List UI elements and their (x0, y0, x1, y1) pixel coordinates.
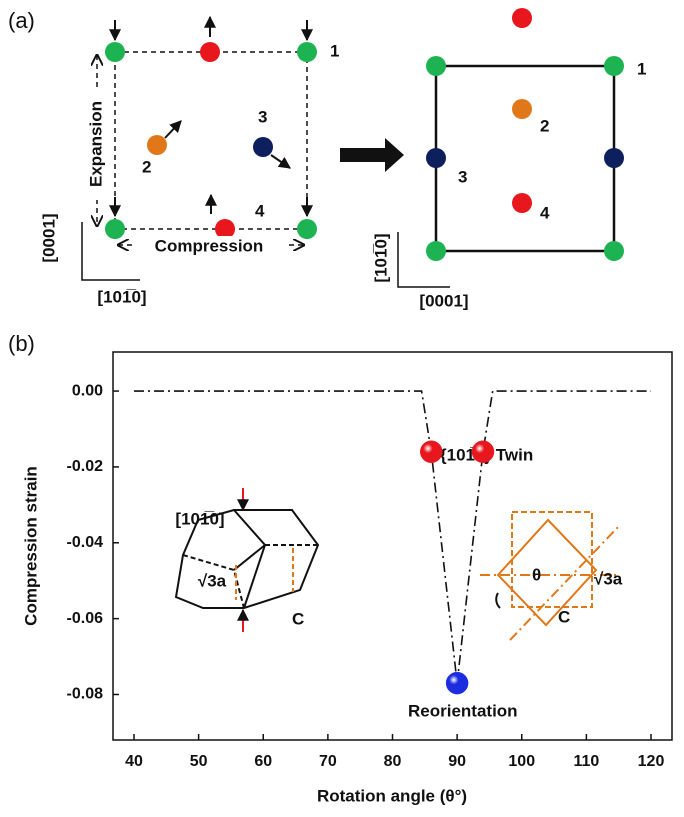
data-point (445, 671, 469, 695)
inset-label: √3a (198, 571, 227, 590)
data-point (420, 440, 443, 463)
y-tick-label: -0.04 (67, 534, 104, 551)
right-cell: 1 2 3 4 [101̅0] [0001] (371, 8, 646, 310)
axis-label: [0001] (419, 291, 468, 310)
site-label: 3 (258, 107, 267, 126)
transform-arrow (340, 138, 404, 172)
axis-label: [101̅0] (371, 233, 390, 282)
y-tick-label: -0.08 (67, 686, 104, 703)
right-inset (480, 511, 621, 641)
left-cell: Expansion Compression 1 2 3 4 [0001] [10… (39, 15, 339, 306)
left-inset (174, 488, 320, 632)
x-axis-title: Rotation angle (θ°) (317, 786, 467, 805)
expansion-label: Expansion (86, 101, 105, 187)
site-label: 1 (637, 59, 646, 78)
site-label: 4 (540, 203, 550, 222)
site-label: 2 (540, 116, 549, 135)
site-label: 4 (255, 201, 265, 220)
site-label: 1 (330, 41, 339, 60)
x-tick-label: 70 (319, 753, 337, 770)
panel-label: (a) (8, 8, 35, 33)
inset-label: [101̅0] (175, 509, 224, 528)
site-label: 2 (142, 157, 151, 176)
x-tick-label: 50 (190, 753, 208, 770)
atoms (105, 42, 317, 239)
cell-outline (434, 64, 616, 253)
x-tick-label: 90 (448, 753, 466, 770)
axis-label: [101̅0] (97, 287, 146, 306)
site-label: 3 (458, 167, 467, 186)
axes-glyph (81, 222, 140, 281)
y-tick-label: 0.00 (72, 382, 103, 399)
y-tick-label: -0.06 (67, 610, 104, 627)
inset-label: √3a (594, 569, 623, 588)
data-point (471, 440, 495, 463)
compression-label: Compression (155, 236, 264, 255)
x-tick-label: 40 (125, 753, 143, 770)
y-axis-title: Compression strain (21, 466, 40, 626)
inset-label: θ (532, 565, 541, 584)
x-tick-label: 120 (638, 753, 665, 770)
plot-frame (112, 351, 673, 741)
axes-glyph (397, 232, 450, 288)
x-tick-label: 60 (254, 753, 272, 770)
inset-label: C (292, 609, 304, 628)
site-arrows (109, 15, 313, 218)
panel-label: (b) (8, 331, 35, 356)
x-tick-label: 110 (573, 753, 599, 770)
axis-label: [0001] (39, 213, 58, 262)
x-tick-label: 80 (384, 753, 402, 770)
x-tick-label: 100 (508, 753, 535, 770)
cell-outline (114, 51, 308, 230)
y-tick-label: -0.02 (67, 458, 104, 475)
annotation: Reorientation (408, 701, 518, 720)
inset-label: C (558, 607, 570, 626)
strain-curve (134, 390, 651, 684)
